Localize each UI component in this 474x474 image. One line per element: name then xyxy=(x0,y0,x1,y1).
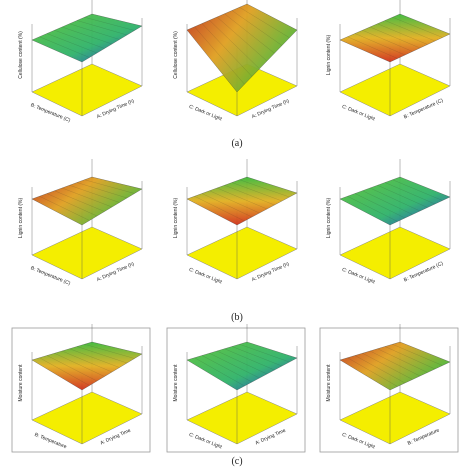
mesh-line xyxy=(69,185,120,203)
mesh-line xyxy=(347,36,398,59)
mesh-line xyxy=(369,187,421,212)
panel-caption: (a) xyxy=(231,138,242,149)
mesh-line xyxy=(61,350,113,373)
mesh-line xyxy=(216,16,268,62)
surface xyxy=(31,13,143,63)
z-axis-label: Cellulose content (%) xyxy=(173,31,179,79)
mesh-line xyxy=(362,30,413,52)
mesh-line xyxy=(362,190,413,215)
mesh-line xyxy=(362,353,413,380)
mesh-line xyxy=(194,26,245,85)
mesh-line xyxy=(201,23,253,77)
mesh-line xyxy=(216,187,268,210)
mesh-line xyxy=(369,26,421,49)
mesh-line xyxy=(54,190,105,212)
mesh-line xyxy=(194,357,245,387)
panel-caption: (b) xyxy=(231,312,243,323)
surface xyxy=(186,341,298,391)
mesh-line xyxy=(61,26,113,45)
surface xyxy=(339,13,451,63)
z-axis-label: Lignin content (%) xyxy=(326,198,332,239)
mesh-line xyxy=(224,13,275,54)
mesh-line xyxy=(201,193,253,218)
mesh-line xyxy=(39,196,90,221)
mesh-line xyxy=(216,350,268,375)
mesh-line xyxy=(84,17,135,31)
z-axis-label: Cellulose content (%) xyxy=(18,31,24,79)
mesh-line xyxy=(209,353,260,379)
mesh-line xyxy=(46,33,98,54)
mesh-line xyxy=(347,196,398,222)
mesh-line xyxy=(239,179,290,198)
mesh-line xyxy=(239,344,290,363)
panel-border xyxy=(166,327,306,453)
surface-plot: Lignin content (%)C: Dark or Light A: Dry… xyxy=(173,159,298,286)
mesh-line xyxy=(84,344,135,359)
mesh-line xyxy=(231,346,283,367)
mesh-line xyxy=(54,353,105,377)
panel-border xyxy=(319,327,459,453)
mesh-line xyxy=(347,357,398,387)
z-axis-label: Moisture content xyxy=(326,364,332,402)
surface xyxy=(186,3,298,93)
mesh-line xyxy=(39,357,90,386)
mesh-line xyxy=(46,355,98,382)
mesh-line xyxy=(224,185,275,206)
surface xyxy=(31,176,143,226)
mesh-line xyxy=(231,10,283,46)
surface-plot: Cellulose content (%)C: Dark or Light A: … xyxy=(173,0,298,123)
z-axis-label: Lignin content (%) xyxy=(173,198,179,239)
surface-plot: Lignin content (%)C: Dark or Light B: Tem… xyxy=(326,159,451,286)
mesh-line xyxy=(69,348,120,368)
surface xyxy=(339,176,451,226)
panel-caption: (c) xyxy=(231,456,242,467)
mesh-line xyxy=(69,23,120,40)
mesh-line xyxy=(224,348,275,371)
mesh-line xyxy=(201,355,253,383)
mesh-line xyxy=(354,33,406,56)
mesh-line xyxy=(377,185,428,208)
z-axis-label: Lignin content (%) xyxy=(326,35,332,76)
mesh-line xyxy=(84,179,135,194)
surface xyxy=(339,341,451,391)
mesh-line xyxy=(377,348,428,373)
mesh-line xyxy=(209,20,260,69)
mesh-line xyxy=(369,350,421,377)
mesh-line xyxy=(377,23,428,45)
mesh-line xyxy=(39,36,90,58)
surface-plot: Lignin content (%)C: Dark or Light B: Tem… xyxy=(326,0,451,123)
mesh-line xyxy=(76,182,128,199)
mesh-line xyxy=(384,182,436,205)
mesh-line xyxy=(61,187,113,208)
mesh-line xyxy=(209,190,260,214)
panel-border xyxy=(11,327,151,453)
mesh-line xyxy=(384,20,436,42)
z-axis-label: Lignin content (%) xyxy=(18,198,24,239)
mesh-line xyxy=(231,182,283,202)
mesh-line xyxy=(392,17,443,38)
surface-plot: Lignin content (%)B: Temperature (C) A: D… xyxy=(18,159,143,287)
mesh-line xyxy=(354,193,406,219)
mesh-line xyxy=(76,20,128,36)
panels: Cellulose content (%)B: Temperature (C) A… xyxy=(11,0,459,467)
mesh-line xyxy=(384,346,436,370)
surface xyxy=(31,341,143,391)
mesh-line xyxy=(239,7,290,38)
mesh-line xyxy=(54,30,105,49)
mesh-line xyxy=(392,344,443,366)
surface xyxy=(186,176,298,226)
mesh-line xyxy=(354,355,406,384)
mesh-line xyxy=(76,346,128,364)
surface-plot: Cellulose content (%)B: Temperature (C) A… xyxy=(18,0,143,124)
mesh-line xyxy=(46,193,98,217)
z-axis-label: Moisture content xyxy=(18,364,24,402)
mesh-line xyxy=(392,179,443,201)
z-axis-label: Moisture content xyxy=(173,364,179,402)
mesh-line xyxy=(194,196,245,222)
